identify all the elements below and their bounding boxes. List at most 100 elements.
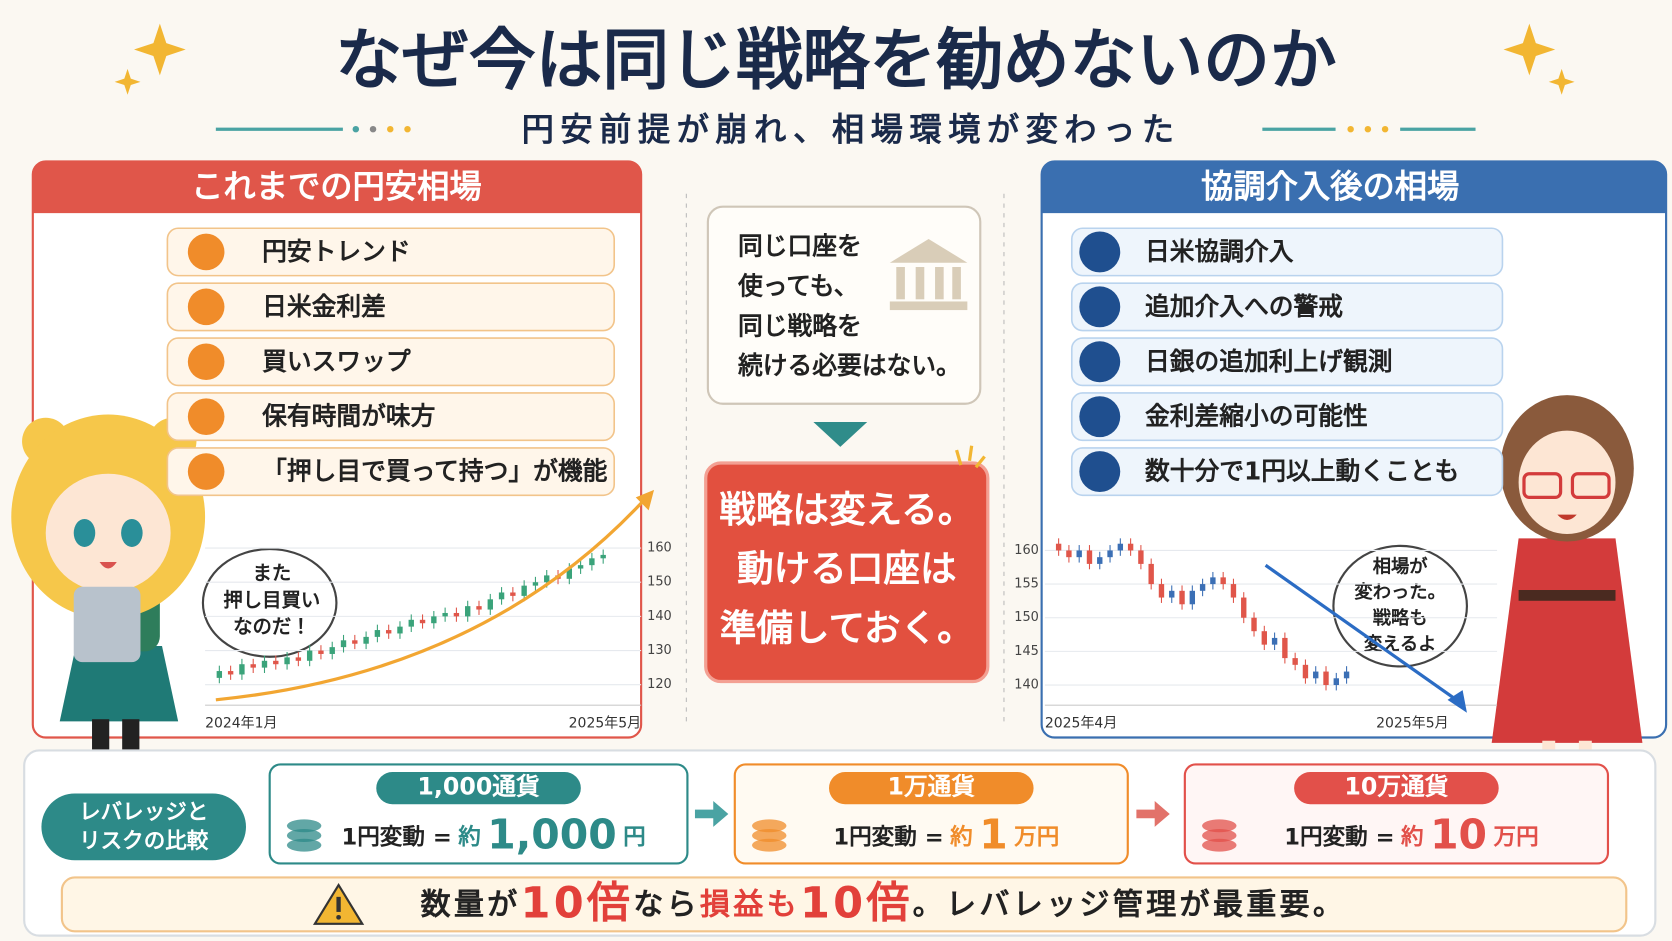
list-item [1070, 392, 1504, 442]
item-text: 追加介入への警戒 [1145, 292, 1343, 321]
candle-body [1292, 658, 1298, 665]
card-arrows [694, 801, 1170, 827]
candle-body [1271, 637, 1278, 645]
card-title: 1,000通貨 [417, 773, 540, 801]
candle-body [1220, 577, 1226, 585]
item-text: 「押し目で買って持つ」が機能 [262, 457, 608, 486]
conclusion-box [704, 461, 990, 684]
card-approx: 約 [457, 823, 481, 850]
warning-icon [312, 882, 365, 925]
item-text: 日銀の追加利上げ観測 [1145, 347, 1393, 376]
candle-body [419, 619, 426, 624]
card-formula: 1円変動 = 約 10 万円 [1284, 811, 1538, 859]
y-tick-label: 150 [1014, 610, 1039, 625]
candle-body [374, 630, 381, 637]
card-title: 1万通貨 [888, 773, 976, 801]
x-tick-label: 2025年5月 [569, 716, 641, 732]
y-tick-label: 160 [1014, 543, 1039, 558]
card-title-pill [1294, 771, 1499, 805]
candle-body [1066, 550, 1072, 558]
speech-text: 変わった。 [1354, 581, 1446, 603]
candle-body [577, 565, 584, 569]
warning-part: 10倍 [521, 878, 634, 928]
right-character [1491, 395, 1643, 765]
list-item [166, 392, 616, 442]
warning-part: 数量が [420, 886, 520, 922]
y-tick-label: 130 [647, 643, 672, 658]
candle-body [216, 671, 223, 678]
card-amount: 1 [979, 811, 1007, 859]
x-tick-label: 2024年1月 [205, 716, 277, 732]
candle-body [408, 619, 414, 627]
conclusion-text: 準備しておく。 [720, 606, 974, 649]
list-item [1070, 227, 1504, 277]
item-icon [187, 233, 225, 271]
y-tick-label: 160 [647, 541, 672, 556]
note-text: 使っても、 [737, 271, 859, 300]
speech-text: また [252, 561, 291, 584]
item-text: 円安トレンド [262, 237, 410, 266]
speech-text: 相場が [1373, 555, 1429, 577]
candle-body [487, 599, 493, 610]
candle-body [318, 650, 324, 654]
candle-body [465, 606, 471, 617]
candle-body [1086, 550, 1093, 564]
trend-arrow [1264, 563, 1461, 704]
item-icon [1079, 341, 1121, 383]
warning-box [60, 876, 1628, 933]
candle-body [1302, 664, 1309, 679]
comparison-card [268, 763, 689, 865]
sparkles [114, 23, 1575, 95]
card-formula: 1円変動 = 約 1,000 円 [341, 811, 645, 859]
candle-body [329, 647, 335, 654]
candle-body [1333, 678, 1339, 686]
item-icon [187, 398, 225, 435]
warning-part: なら [633, 887, 700, 922]
candle-body [600, 554, 606, 559]
card-amount: 1,000 [487, 811, 616, 859]
list-item [1070, 447, 1504, 497]
item-icon [1079, 396, 1121, 438]
coin-stack [752, 829, 787, 842]
card-unit: 万円 [1014, 824, 1059, 850]
candle-body [1158, 584, 1165, 598]
subtitle: 円安前提が崩れ、相場環境が変わった [522, 110, 1181, 148]
subtitle-rules [215, 125, 1476, 133]
x-tick-label: 2025年4月 [1045, 716, 1117, 732]
candle-body [1230, 584, 1237, 598]
burst [955, 445, 986, 469]
candle-body [1210, 577, 1216, 585]
list-item [166, 227, 616, 277]
card-prefix: 1円変動 = [833, 824, 943, 850]
card-prefix: 1円変動 = [341, 824, 451, 850]
candle-body [510, 592, 516, 596]
y-tick-label: 155 [1014, 577, 1039, 592]
candle-body [397, 626, 403, 634]
candle-body [273, 660, 279, 665]
candle-body [1117, 543, 1124, 551]
coin-stack [752, 819, 787, 833]
candle-body [385, 630, 392, 634]
item-icon [1079, 286, 1121, 328]
left-character [11, 414, 206, 774]
candle-body [566, 568, 573, 579]
candle-body [239, 664, 245, 675]
candle-body [1323, 671, 1329, 686]
candle-body [284, 657, 290, 665]
y-tick-label: 140 [647, 609, 672, 624]
list-item [166, 447, 616, 497]
candle-body [261, 660, 268, 668]
candle-body [442, 612, 448, 617]
candle-body [340, 640, 347, 648]
y-tick-label: 140 [1014, 678, 1039, 693]
candle-body [431, 616, 437, 624]
candle-body [453, 612, 460, 617]
candle-body [1179, 590, 1185, 605]
card-title: 10万通貨 [1344, 773, 1448, 801]
coin-stack [1202, 829, 1237, 842]
left-panel-title: これまでの円安相場 [191, 167, 482, 205]
conclusion-text: 戦略は変える。 [719, 488, 974, 531]
item-icon [187, 453, 225, 490]
right-panel-header [1041, 161, 1667, 214]
